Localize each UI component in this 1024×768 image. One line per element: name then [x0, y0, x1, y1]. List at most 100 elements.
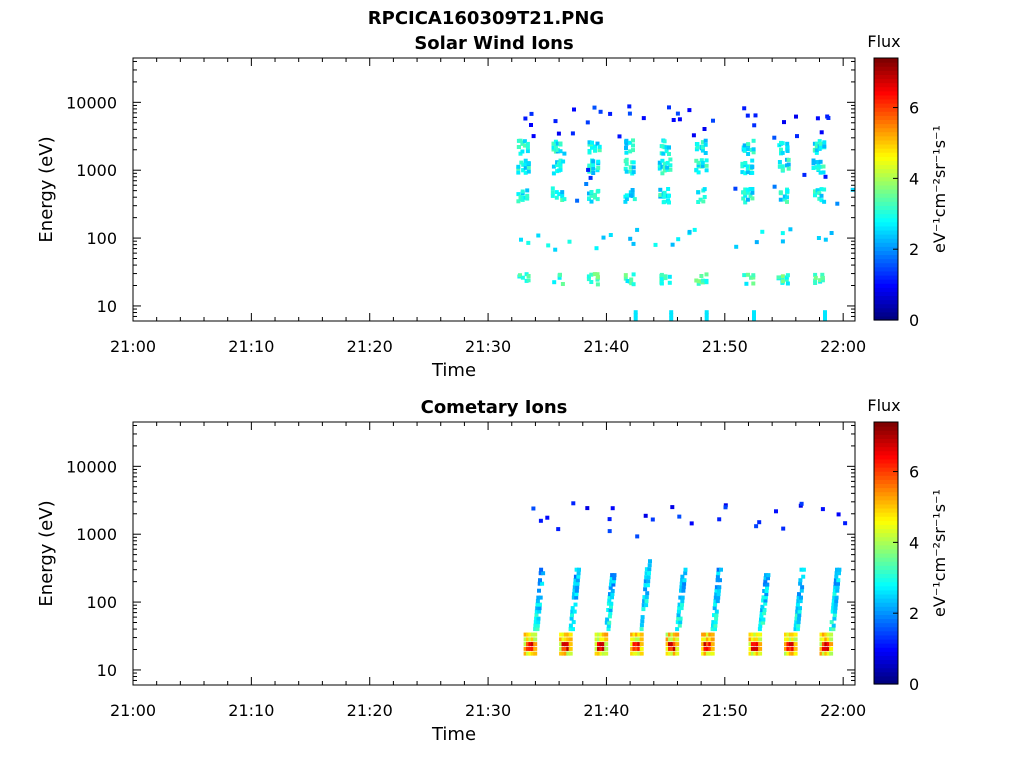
flux-cell [795, 606, 800, 611]
flux-cell [570, 131, 575, 136]
flux-cell [572, 588, 577, 593]
colorbar-segment [874, 524, 898, 530]
flux-cell [568, 642, 573, 647]
flux-cell [601, 642, 606, 647]
flux-cell [785, 273, 790, 278]
flux-cell [528, 651, 533, 656]
flux-cell [599, 646, 604, 651]
flux-cell [784, 275, 789, 280]
x-tick-label: 21:40 [583, 337, 629, 356]
flux-cell [590, 145, 594, 150]
flux-cell [561, 646, 566, 651]
y-tick-label: 10000 [66, 93, 117, 112]
flux-cell [836, 512, 841, 517]
flux-cell [742, 106, 747, 111]
flux-cell [562, 151, 567, 156]
flux-cell [745, 170, 750, 174]
colorbar-segment [874, 647, 898, 652]
flux-cell [529, 111, 534, 116]
colorbar-segment [874, 655, 898, 661]
colorbar-segment [874, 630, 898, 636]
flux-cell [826, 646, 831, 651]
flux-cell [520, 140, 525, 145]
flux-cell [772, 135, 777, 140]
flux-cell [700, 163, 705, 168]
colorbar-segment [874, 487, 898, 493]
flux-cell [529, 123, 533, 127]
flux-cell [703, 632, 708, 637]
flux-cell [533, 646, 538, 651]
flux-cell [818, 145, 823, 150]
flux-cell [742, 143, 747, 148]
colorbar-segment [874, 614, 898, 620]
flux-cell [751, 281, 756, 286]
flux-cell [634, 637, 639, 642]
flux-cell [589, 190, 594, 194]
flux-cell [558, 272, 562, 277]
flux-cell [660, 158, 665, 163]
flux-cell [594, 632, 599, 637]
flux-cell [834, 595, 839, 600]
flux-cell [772, 184, 777, 189]
colorbar-segment [874, 602, 898, 607]
flux-cell [793, 642, 798, 647]
colorbar-segment [874, 94, 898, 100]
flux-cell [813, 278, 818, 283]
flux-cell [694, 147, 699, 152]
flux-cell [814, 148, 819, 152]
flux-cell [608, 608, 613, 612]
colorbar-segment [874, 520, 898, 525]
flux-cell [522, 139, 527, 144]
flux-cell [824, 642, 829, 647]
flux-cell [786, 651, 791, 656]
flux-cell [784, 646, 788, 651]
flux-cell [535, 599, 540, 604]
flux-cell [758, 632, 763, 637]
flux-cell [829, 642, 834, 647]
flux-cell [678, 620, 683, 625]
flux-cell [759, 611, 764, 616]
flux-cell [525, 149, 530, 154]
flux-cell [575, 581, 580, 586]
flux-cell [784, 277, 789, 282]
flux-cell [597, 144, 602, 149]
flux-cell [647, 571, 651, 576]
flux-cell [526, 642, 530, 647]
flux-cell [572, 107, 576, 112]
colorbar-segment [874, 78, 898, 84]
flux-cell [667, 280, 672, 285]
flux-cell [571, 620, 576, 625]
flux-cell [665, 167, 670, 172]
flux-cell [745, 187, 750, 192]
flux-cell [799, 567, 804, 572]
flux-cell [682, 578, 687, 583]
flux-cell [795, 602, 800, 607]
flux-cell [835, 585, 840, 590]
flux-cell [624, 141, 629, 146]
flux-cell [551, 141, 556, 146]
y-tick-label: 10 [97, 297, 117, 316]
flux-cell [637, 637, 642, 642]
flux-cell [795, 134, 799, 139]
flux-cell [751, 138, 756, 143]
flux-cell [822, 187, 827, 192]
flux-cell [634, 646, 639, 651]
flux-cell [689, 521, 694, 526]
flux-cell [777, 164, 782, 169]
colorbar-segment [874, 454, 898, 460]
flux-cell [639, 651, 644, 656]
flux-cell [750, 646, 755, 651]
flux-cell [752, 123, 757, 128]
flux-cell [675, 637, 680, 642]
flux-cell [745, 197, 750, 202]
colorbar-segment [874, 438, 898, 444]
flux-cell [791, 651, 796, 656]
colorbar-segment [874, 315, 898, 321]
flux-cell [798, 599, 803, 604]
flux-cell [668, 646, 672, 651]
flux-cell [703, 138, 708, 143]
flux-cell [829, 637, 834, 642]
flux-cell [659, 281, 664, 286]
flux-cell [816, 163, 821, 167]
